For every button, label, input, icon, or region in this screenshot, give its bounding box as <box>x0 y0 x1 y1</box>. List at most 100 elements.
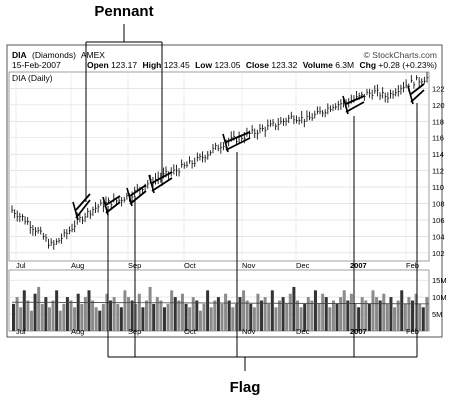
volume-bar <box>91 300 95 331</box>
source-credit: © StockCharts.com <box>364 50 437 60</box>
exchange-label: AMEX <box>81 50 105 60</box>
volume-tick-label: 5M <box>432 310 442 319</box>
volume-bar <box>234 303 238 331</box>
volume-bar <box>249 303 253 331</box>
volume-bar <box>112 297 116 331</box>
volume-bar <box>367 303 371 331</box>
volume-bar <box>407 297 411 331</box>
pattern-trendlines <box>129 184 147 205</box>
price-tick-label: 118 <box>432 117 444 126</box>
quote-date: 15-Feb-2007 <box>12 60 61 70</box>
price-month-label: Aug <box>71 261 84 270</box>
pattern-flagpole <box>102 196 109 216</box>
volume-bar <box>285 303 289 331</box>
volume-bar <box>292 286 296 331</box>
volume-bar <box>310 300 314 331</box>
price-ohlc-bars <box>11 71 429 250</box>
volume-month-label: 2007 <box>350 327 367 336</box>
volume-bar <box>44 297 48 331</box>
volume-bar <box>270 290 274 331</box>
price-tick-label: 112 <box>432 167 444 176</box>
volume-bar <box>421 307 425 331</box>
volume-bar <box>12 303 15 331</box>
volume-bar <box>191 297 195 331</box>
volume-bar <box>306 297 310 331</box>
volume-bar <box>166 303 170 331</box>
volume-bar <box>159 300 163 331</box>
pennant-bracket <box>85 24 163 202</box>
volume-bar <box>180 293 184 331</box>
pattern-trendlines <box>225 131 251 151</box>
price-month-label: 2007 <box>350 261 367 270</box>
flag-bracket <box>107 103 418 371</box>
volume-bar <box>360 297 364 331</box>
volume-bar <box>227 300 231 331</box>
volume-bar <box>98 310 102 331</box>
volume-bar <box>15 297 19 331</box>
volume-bar <box>324 297 328 331</box>
volume-bar <box>47 307 51 331</box>
volume-bar <box>116 303 120 331</box>
volume-bar <box>213 300 217 331</box>
volume-bar <box>123 290 127 331</box>
pattern-trendlines <box>345 95 365 113</box>
price-month-label: Oct <box>184 261 197 270</box>
volume-bars <box>12 286 429 331</box>
volume-bar <box>209 307 213 331</box>
volume-bar <box>173 297 177 331</box>
price-tick-label: 116 <box>432 134 444 143</box>
volume-bar <box>76 293 80 331</box>
volume-bar <box>335 303 339 331</box>
volume-bar <box>252 307 256 331</box>
volume-bar <box>317 303 321 331</box>
volume-month-label: Dec <box>296 327 310 336</box>
volume-axis-ticks: 5M 10M 15M <box>432 276 447 319</box>
volume-bar <box>148 286 152 331</box>
volume-bar <box>73 307 77 331</box>
volume-bar <box>411 300 415 331</box>
volume-bar <box>83 297 87 331</box>
volume-bar <box>425 297 429 331</box>
volume-bar <box>303 303 307 331</box>
volume-bar <box>349 293 353 331</box>
volume-bar <box>281 297 285 331</box>
volume-bar <box>267 303 271 331</box>
volume-bar <box>321 293 325 331</box>
volume-bar <box>295 300 299 331</box>
price-tick-label: 120 <box>432 101 445 110</box>
volume-bar <box>134 303 138 331</box>
volume-month-label: Oct <box>184 327 197 336</box>
volume-bar <box>145 300 149 331</box>
volume-bar <box>353 303 357 331</box>
volume-bar <box>29 310 33 331</box>
volume-month-label: Nov <box>242 327 256 336</box>
volume-bar <box>256 293 260 331</box>
volume-bar <box>80 303 84 331</box>
volume-bar <box>299 307 303 331</box>
volume-bar <box>245 300 249 331</box>
volume-bar <box>231 307 235 331</box>
volume-bar <box>184 303 188 331</box>
volume-bar <box>40 303 44 331</box>
volume-bar <box>403 303 407 331</box>
volume-bar <box>400 290 404 331</box>
volume-bar <box>62 303 66 331</box>
volume-bar <box>26 300 30 331</box>
volume-bar <box>357 307 361 331</box>
price-tick-label: 122 <box>432 84 445 93</box>
volume-tick-label: 15M <box>432 276 447 285</box>
price-month-label: Jul <box>16 261 26 270</box>
pattern-flagpole <box>222 133 229 153</box>
quote-summary: Open 123.17 High 123.45 Low 123.05 Close… <box>87 60 437 70</box>
volume-bar <box>378 300 382 331</box>
price-tick-label: 104 <box>432 232 445 241</box>
volume-bar <box>109 300 113 331</box>
price-tick-label: 106 <box>432 216 445 225</box>
volume-bar <box>130 300 134 331</box>
volume-bar <box>87 290 91 331</box>
pattern-trendlines <box>410 83 425 103</box>
pattern-flagpole <box>407 85 414 105</box>
volume-bar <box>202 303 206 331</box>
volume-bar <box>375 297 379 331</box>
volume-bar <box>155 297 159 331</box>
